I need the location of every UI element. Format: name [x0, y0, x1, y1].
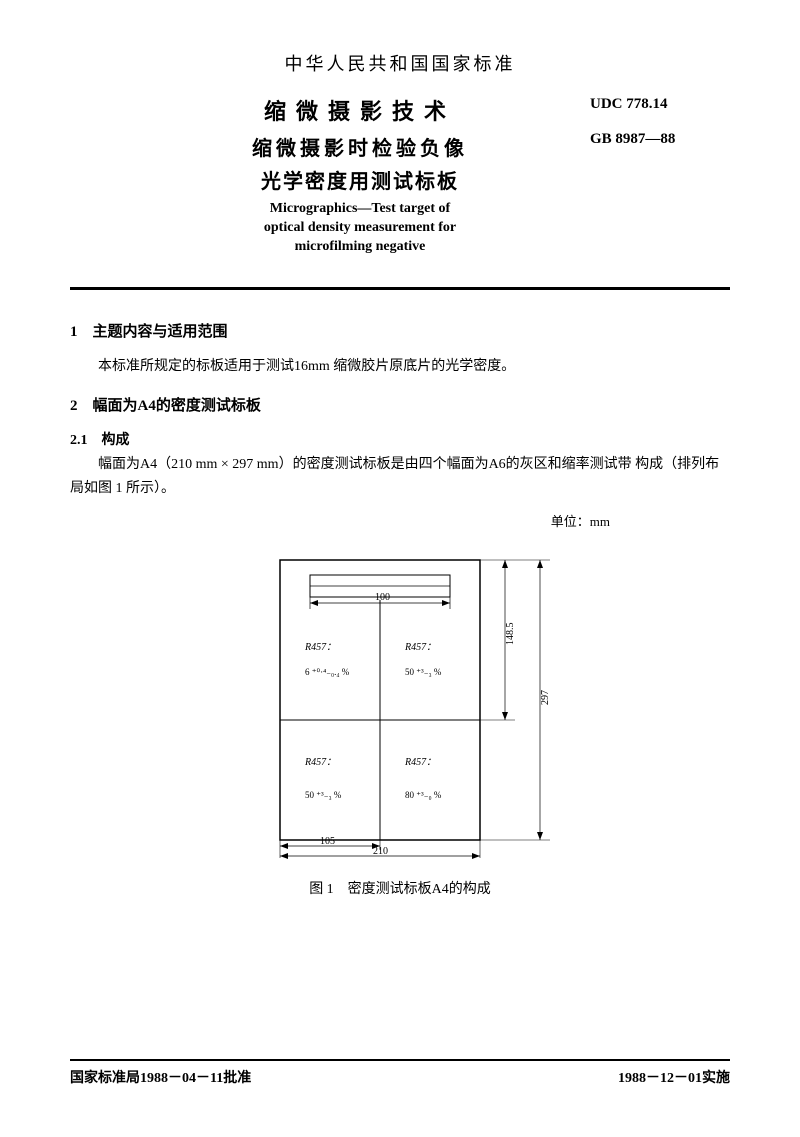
- section-2-heading: 2 幅面为A4的密度测试标板: [70, 394, 730, 415]
- title-left: 缩微摄影技术 缩微摄影时检验负像 光学密度用测试标板 Micrographics…: [70, 94, 590, 257]
- figure-1-container: 100 148.5 297 105 210 R457： 6 ⁺⁰·⁴₋₀.₄ %: [70, 540, 730, 860]
- dim-bottom-full: 210: [373, 846, 388, 857]
- dim-right-half: 148.5: [505, 623, 516, 646]
- footer-approval: 国家标准局1988－04－11批准: [70, 1067, 251, 1087]
- cell-tr-v: 50 ⁺³₋₃ %: [405, 667, 442, 677]
- footer-row: 国家标准局1988－04－11批准 1988－12－01实施: [70, 1067, 730, 1087]
- title-row: 缩微摄影技术 缩微摄影时检验负像 光学密度用测试标板 Micrographics…: [70, 94, 730, 257]
- en-title-line-2: optical density measurement for: [130, 219, 590, 238]
- title-right: UDC 778.14 GB 8987—88: [590, 94, 730, 148]
- cell-tr-r: R457：: [404, 642, 436, 653]
- section-2-1-body: 幅面为A4（210 mm × 297 mm）的密度测试标板是由四个幅面为A6的灰…: [70, 453, 730, 501]
- cn-title-line-2: 缩微摄影时检验负像: [130, 132, 590, 161]
- cell-bl-r: R457：: [304, 757, 336, 768]
- section-2-1-heading: 2.1 构成: [70, 429, 730, 449]
- cn-title-line-1: 缩微摄影技术: [130, 94, 590, 126]
- en-title-line-1: Micrographics—Test target of: [130, 200, 590, 219]
- cell-tl-v: 6 ⁺⁰·⁴₋₀.₄ %: [305, 667, 350, 677]
- cell-bl-v: 50 ⁺³₋₃ %: [305, 790, 342, 800]
- udc-code: UDC 778.14: [590, 96, 730, 113]
- figure-1-diagram: 100 148.5 297 105 210 R457： 6 ⁺⁰·⁴₋₀.₄ %: [220, 540, 580, 860]
- figure-1-caption: 图 1 密度测试标板A4的构成: [70, 878, 730, 898]
- document-header: 中华人民共和国国家标准 缩微摄影技术 缩微摄影时检验负像 光学密度用测试标板 M…: [70, 50, 730, 257]
- top-rule: [70, 287, 730, 290]
- dim-top-100: 100: [375, 592, 390, 603]
- en-title-line-3: microfilming negative: [130, 238, 590, 257]
- cell-br-r: R457：: [404, 757, 436, 768]
- cell-br-v: 80 ⁺³₋₀ %: [405, 790, 442, 800]
- footer-effective: 1988－12－01实施: [618, 1067, 730, 1087]
- cell-tl-r: R457：: [304, 642, 336, 653]
- section-1-body: 本标准所规定的标板适用于测试16mm 缩微胶片原底片的光学密度。: [70, 355, 730, 379]
- section-1-heading: 1 主题内容与适用范围: [70, 320, 730, 341]
- nation-title: 中华人民共和国国家标准: [70, 50, 730, 76]
- gb-code: GB 8987—88: [590, 131, 730, 148]
- footer: 国家标准局1988－04－11批准 1988－12－01实施: [70, 1059, 730, 1087]
- dim-right-full: 297: [540, 690, 551, 705]
- footer-rule: [70, 1059, 730, 1061]
- cn-title-line-3: 光学密度用测试标板: [130, 165, 590, 194]
- dim-bottom-half: 105: [320, 836, 335, 847]
- figure-unit-label: 单位：mm: [70, 511, 730, 530]
